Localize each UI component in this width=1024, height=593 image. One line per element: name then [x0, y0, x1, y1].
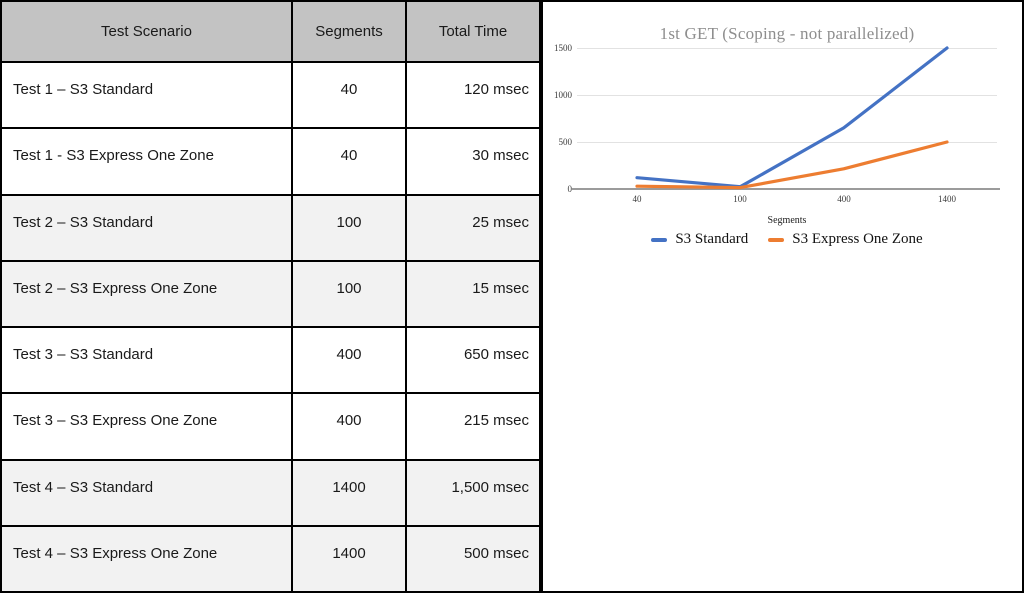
chart-lines-svg [635, 46, 949, 190]
cell-scenario: Test 2 – S3 Standard [2, 195, 291, 260]
cell-total-time: 120 msec [407, 63, 539, 128]
legend-marker-s3-express-one-zone [768, 237, 785, 242]
y-tick-label: 1500 [554, 43, 572, 53]
cell-total-time: 15 msec [407, 261, 539, 326]
cell-total-time: 25 msec [407, 195, 539, 260]
cell-scenario: Test 1 - S3 Express One Zone [2, 129, 291, 194]
y-tick-label: 1000 [554, 90, 572, 100]
legend-marker-s3-standard [651, 237, 668, 242]
cell-total-time: 500 msec [407, 526, 539, 591]
series-line-s3-express-one-zone [635, 140, 949, 190]
legend-item-s3-express-one-zone: S3 Express One Zone [768, 231, 923, 248]
gridline-1500 [577, 48, 997, 49]
y-tick-label: 0 [567, 184, 573, 194]
cell-segments: 400 [293, 328, 405, 393]
x-axis-line [572, 188, 1000, 190]
cell-scenario: Test 4 – S3 Standard [2, 460, 291, 525]
chart-panel: 1st GET (Scoping - not parallelized) 150… [543, 2, 1022, 591]
cell-scenario: Test 4 – S3 Express One Zone [2, 526, 291, 591]
x-tick-label: 40 [632, 194, 642, 204]
cell-segments: 40 [293, 129, 405, 194]
series-line-s3-standard [635, 46, 949, 189]
y-tick-label: 500 [558, 137, 573, 147]
cell-total-time: 650 msec [407, 328, 539, 393]
x-tick-label: 400 [837, 194, 851, 204]
results-table: Test Scenario Segments Total Time Test 1… [2, 2, 541, 591]
gridline-1000 [577, 95, 997, 96]
header-segments: Segments [293, 2, 405, 61]
chart-title: 1st GET (Scoping - not parallelized) [659, 24, 915, 43]
cell-scenario: Test 1 – S3 Standard [2, 63, 291, 128]
cell-total-time: 215 msec [407, 394, 539, 459]
cell-segments: 40 [293, 63, 405, 128]
header-total-time: Total Time [407, 2, 539, 61]
legend-label: S3 Express One Zone [792, 231, 923, 247]
cell-scenario: Test 3 – S3 Express One Zone [2, 394, 291, 459]
chart-legend: S3 Standard S3 Express One Zone [557, 231, 1017, 248]
results-table-panel: Test Scenario Segments Total Time Test 1… [2, 2, 543, 591]
cell-scenario: Test 2 – S3 Express One Zone [2, 261, 291, 326]
cell-segments: 100 [293, 195, 405, 260]
gridline-500 [577, 142, 997, 143]
cell-segments: 1400 [293, 526, 405, 591]
x-axis-title: Segments [767, 215, 807, 226]
cell-total-time: 1,500 msec [407, 460, 539, 525]
x-tick-label: 1400 [938, 194, 956, 204]
legend-item-s3-standard: S3 Standard [651, 231, 748, 248]
legend-label: S3 Standard [675, 231, 749, 247]
cell-total-time: 30 msec [407, 129, 539, 194]
cell-segments: 400 [293, 394, 405, 459]
header-test-scenario: Test Scenario [2, 2, 291, 61]
x-tick-label: 100 [733, 194, 747, 204]
cell-segments: 1400 [293, 460, 405, 525]
cell-scenario: Test 3 – S3 Standard [2, 328, 291, 393]
cell-segments: 100 [293, 261, 405, 326]
